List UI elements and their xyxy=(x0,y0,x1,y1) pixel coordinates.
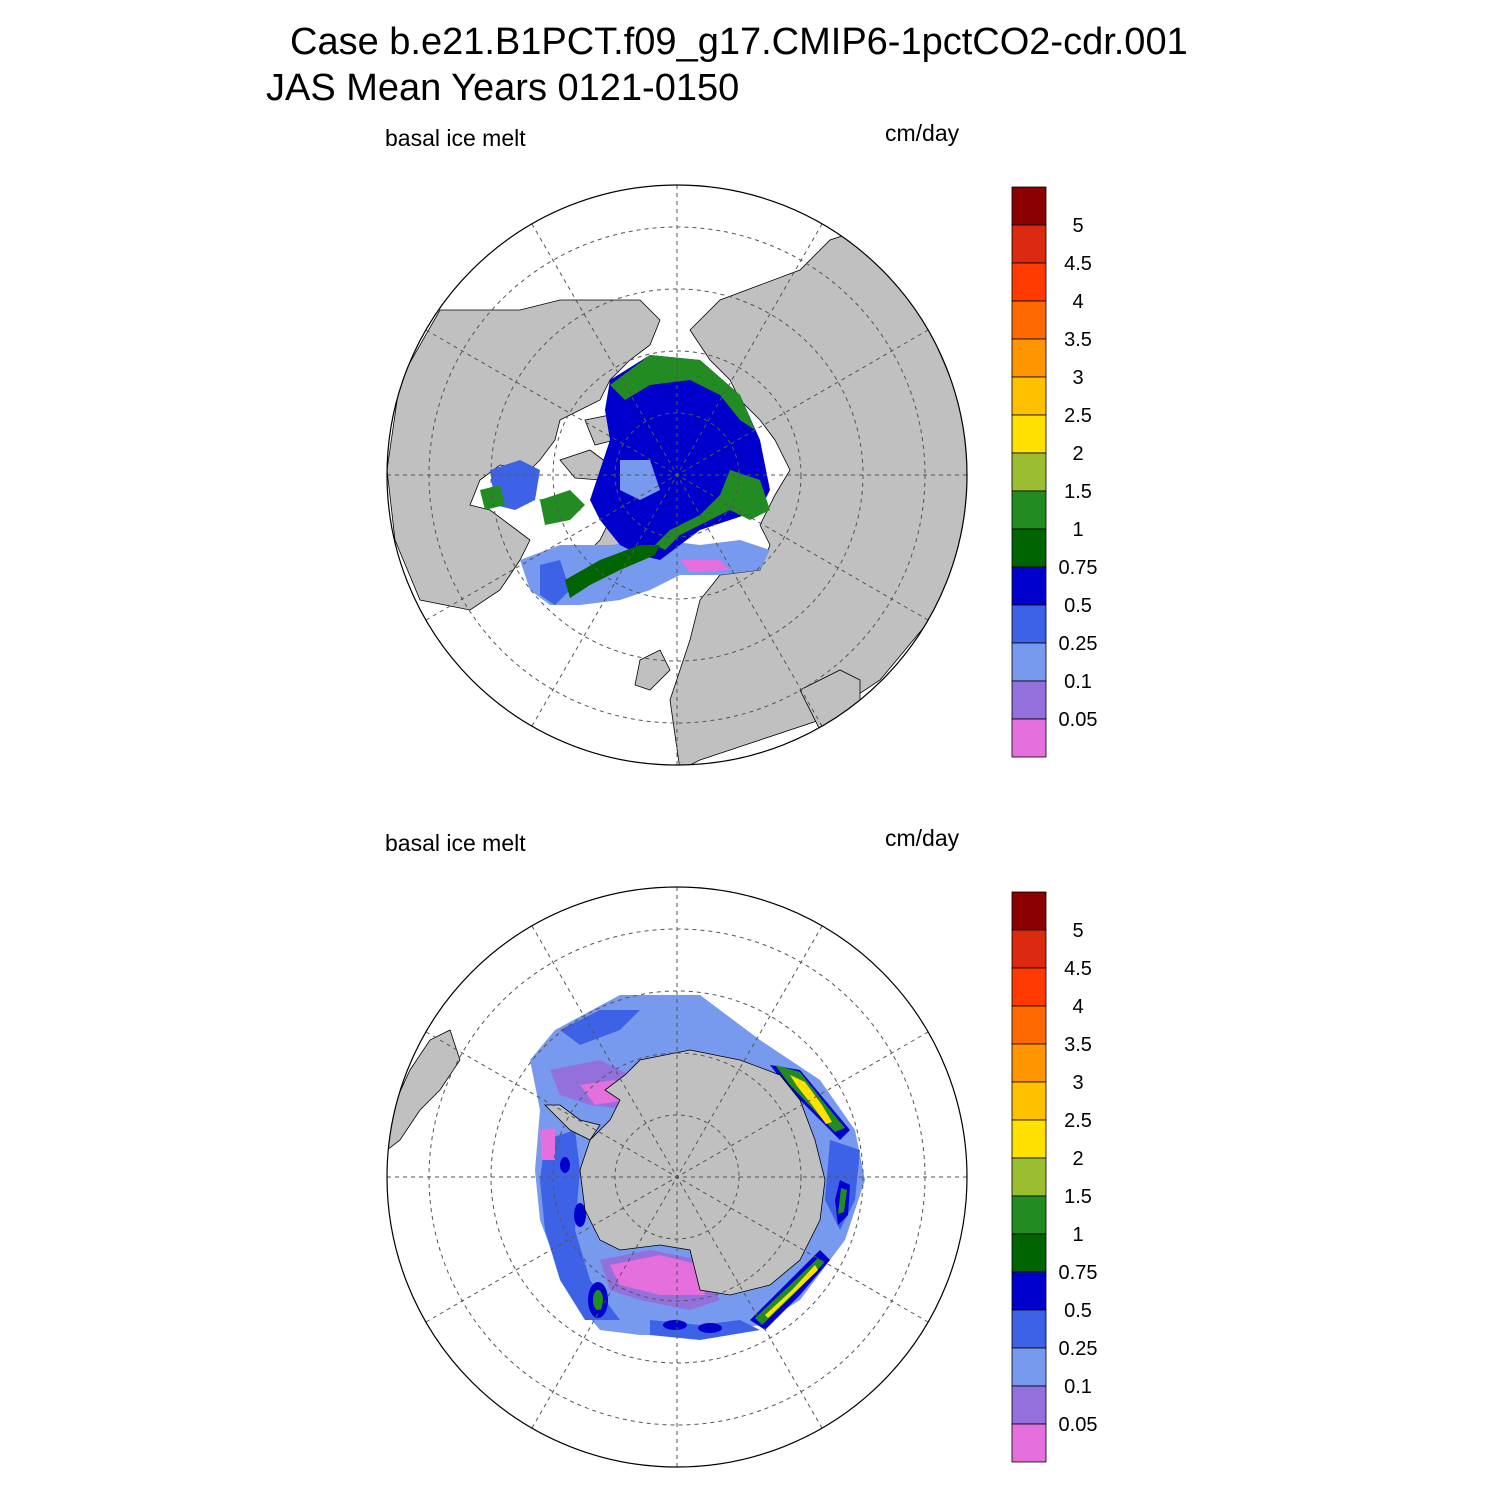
south-colorbar-swatch xyxy=(1011,891,1047,931)
south-colorbar-label: 4 xyxy=(1072,996,1083,1018)
north-colorbar-label: 0.75 xyxy=(1059,557,1098,579)
north-colorbar-label: 4.5 xyxy=(1064,253,1092,275)
south-colorbar-swatch xyxy=(1011,1385,1047,1425)
north-colorbar-swatch xyxy=(1011,566,1047,606)
south-colorbar: 5 4.5 4 3.5 3 2.5 2 1.5 1 0.75 0.5 0.25 0.1 0.05 xyxy=(1011,891,1098,1463)
north-colorbar-swatch xyxy=(1011,262,1047,302)
north-land xyxy=(387,229,967,765)
north-colorbar-label: 0.5 xyxy=(1064,595,1092,617)
north-graticule xyxy=(387,185,967,765)
north-colorbar-label: 1.5 xyxy=(1064,481,1092,503)
north-colorbar-swatch xyxy=(1011,186,1047,226)
north-colorbar: 5 4.5 4 3.5 3 2.5 2 1.5 1 0.75 0.5 0.25 0.1 0.05 xyxy=(1011,186,1098,758)
north-colorbar-swatch xyxy=(1011,680,1047,720)
north-map-border xyxy=(386,184,968,766)
south-colorbar-label: 2 xyxy=(1072,1148,1083,1170)
south-colorbar-label: 2.5 xyxy=(1064,1110,1092,1132)
north-colorbar-label: 5 xyxy=(1072,215,1083,237)
north-colorbar-swatch xyxy=(1011,642,1047,682)
north-colorbar-label: 2 xyxy=(1072,443,1083,465)
north-colorbar-label: 0.1 xyxy=(1064,671,1092,693)
north-colorbar-swatch xyxy=(1011,452,1047,492)
north-colorbar-label: 4 xyxy=(1072,291,1083,313)
south-colorbar-label: 1.5 xyxy=(1064,1186,1092,1208)
south-colorbar-swatch xyxy=(1011,1195,1047,1235)
south-colorbar-swatch xyxy=(1011,1043,1047,1083)
south-colorbar-label: 3.5 xyxy=(1064,1034,1092,1056)
north-colorbar-swatch xyxy=(1011,338,1047,378)
north-colorbar-swatch xyxy=(1011,718,1047,758)
south-colorbar-label: 0.05 xyxy=(1059,1414,1098,1436)
south-panel-variable-label: basal ice melt xyxy=(385,830,526,856)
north-polar-map xyxy=(386,184,968,766)
north-colorbar-label: 2.5 xyxy=(1064,405,1092,427)
north-colorbar-swatch xyxy=(1011,604,1047,644)
north-colorbar-swatch xyxy=(1011,224,1047,264)
north-melt-field xyxy=(480,355,770,605)
north-colorbar-swatch xyxy=(1011,376,1047,416)
south-map-border xyxy=(386,886,968,1468)
south-colorbar-label: 4.5 xyxy=(1064,958,1092,980)
south-colorbar-swatch xyxy=(1011,1309,1047,1349)
north-colorbar-swatch xyxy=(1011,414,1047,454)
south-colorbar-swatch xyxy=(1011,1233,1047,1273)
south-colorbar-label: 1 xyxy=(1072,1224,1083,1246)
south-colorbar-swatch xyxy=(1011,1271,1047,1311)
south-colorbar-label: 5 xyxy=(1072,920,1083,942)
north-colorbar-label: 0.05 xyxy=(1059,709,1098,731)
south-polar-map xyxy=(386,886,968,1468)
north-colorbar-swatch xyxy=(1011,490,1047,530)
south-colorbar-swatch xyxy=(1011,1005,1047,1045)
south-colorbar-swatch xyxy=(1011,1157,1047,1197)
south-graticule xyxy=(387,887,967,1467)
north-colorbar-swatch xyxy=(1011,528,1047,568)
north-colorbar-label: 3 xyxy=(1072,367,1083,389)
figure-title-line1: Case b.e21.B1PCT.f09_g17.CMIP6-1pctCO2-c… xyxy=(290,21,1188,63)
south-colorbar-label: 0.1 xyxy=(1064,1376,1092,1398)
south-colorbar-swatch xyxy=(1011,967,1047,1007)
north-colorbar-swatch xyxy=(1011,300,1047,340)
north-colorbar-label: 3.5 xyxy=(1064,329,1092,351)
south-colorbar-swatch xyxy=(1011,1081,1047,1121)
south-colorbar-label: 0.5 xyxy=(1064,1300,1092,1322)
figure-title-line2: JAS Mean Years 0121-0150 xyxy=(266,67,740,109)
south-colorbar-swatch xyxy=(1011,1347,1047,1387)
south-colorbar-label: 3 xyxy=(1072,1072,1083,1094)
south-colorbar-swatch xyxy=(1011,1119,1047,1159)
south-colorbar-label: 0.75 xyxy=(1059,1262,1098,1284)
north-panel-variable-label: basal ice melt xyxy=(385,125,526,151)
south-land xyxy=(387,1029,826,1296)
north-panel-units-label: cm/day xyxy=(885,120,960,146)
south-colorbar-label: 0.25 xyxy=(1059,1338,1098,1360)
south-panel-units-label: cm/day xyxy=(885,825,960,851)
north-colorbar-label: 0.25 xyxy=(1059,633,1098,655)
south-colorbar-swatch xyxy=(1011,1423,1047,1463)
south-colorbar-swatch xyxy=(1011,929,1047,969)
north-colorbar-label: 1 xyxy=(1072,519,1083,541)
